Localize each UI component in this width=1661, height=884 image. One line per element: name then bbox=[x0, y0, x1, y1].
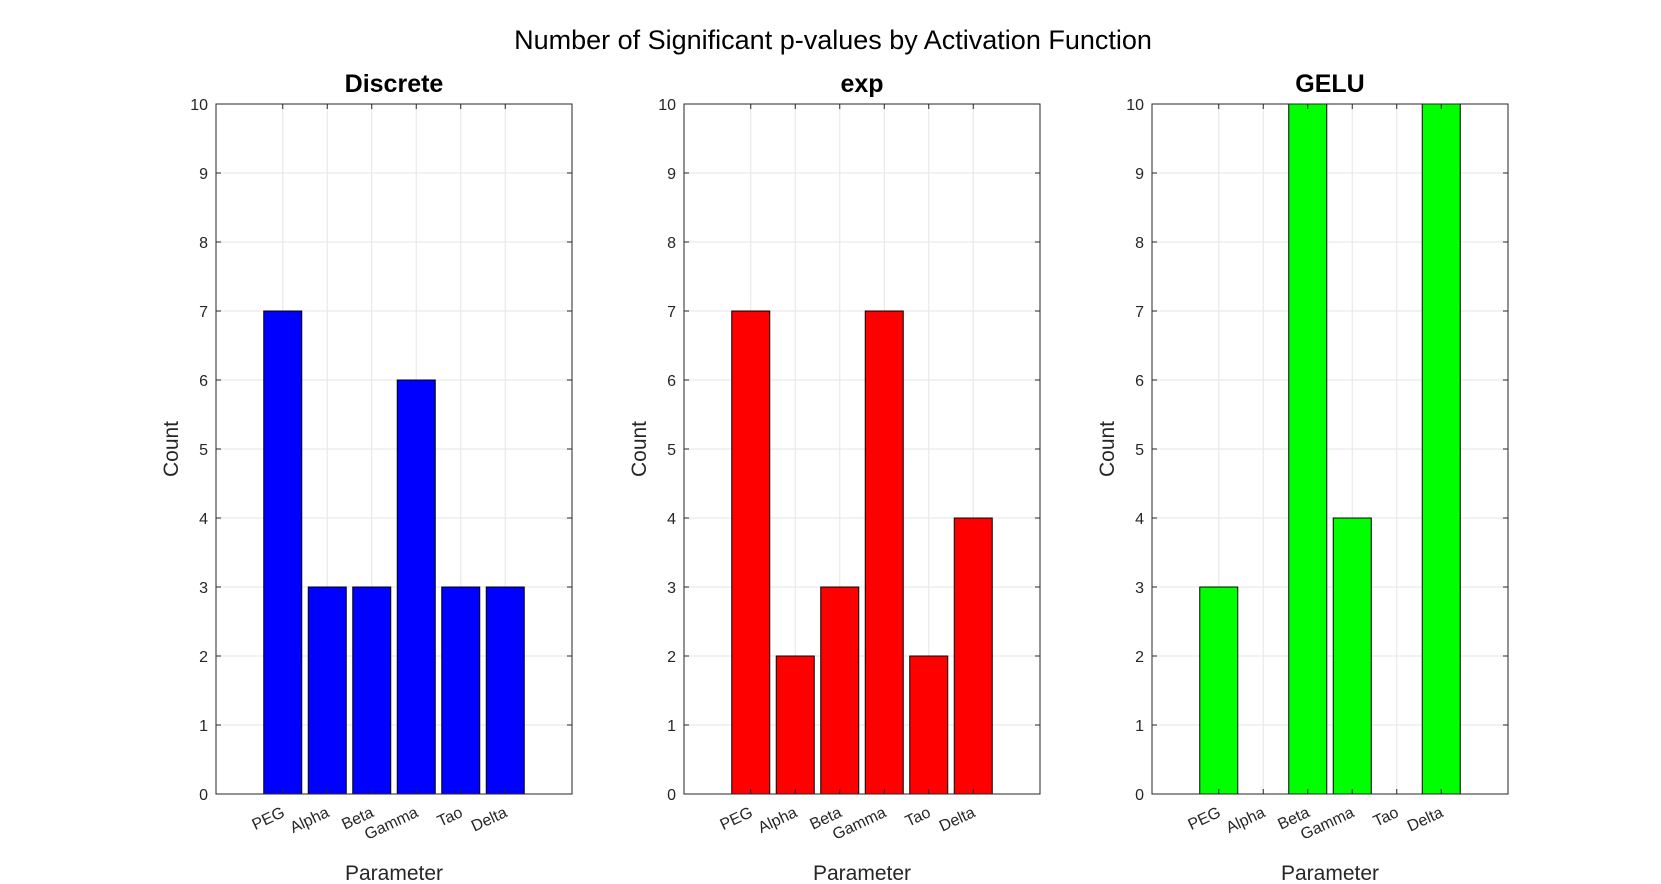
x-tick-label: Alpha bbox=[756, 804, 800, 837]
bar-gamma bbox=[1332, 517, 1372, 795]
bar-alpha bbox=[775, 655, 815, 795]
bar-tao bbox=[909, 655, 949, 795]
x-tick-label: Tao bbox=[435, 804, 466, 830]
y-tick-label: 2 bbox=[667, 649, 676, 666]
y-tick-label: 7 bbox=[1135, 304, 1144, 321]
x-tick-label: Tao bbox=[903, 804, 934, 830]
bar-peg bbox=[263, 310, 303, 795]
y-tick-label: 9 bbox=[199, 166, 208, 183]
y-tick-label: 0 bbox=[667, 787, 676, 804]
x-tick-label: PEG bbox=[250, 804, 288, 834]
x-tick-label: PEG bbox=[718, 804, 756, 834]
y-tick-label: 2 bbox=[1135, 649, 1144, 666]
x-axis-label: Parameter bbox=[345, 862, 443, 884]
y-tick-label: 6 bbox=[199, 373, 208, 390]
bar-gamma bbox=[396, 379, 436, 795]
x-axis-label: Parameter bbox=[1281, 862, 1379, 884]
y-axis-label: Count bbox=[1096, 421, 1119, 477]
y-tick-label: 3 bbox=[1135, 580, 1144, 597]
y-axis-label: Count bbox=[160, 421, 183, 477]
bar-beta bbox=[352, 586, 392, 795]
y-tick-label: 9 bbox=[667, 166, 676, 183]
y-tick-label: 5 bbox=[199, 442, 208, 459]
y-tick-label: 7 bbox=[199, 304, 208, 321]
y-tick-label: 3 bbox=[199, 580, 208, 597]
subplot-title: GELU bbox=[1295, 70, 1364, 98]
y-tick-label: 10 bbox=[658, 97, 676, 114]
bar-alpha bbox=[307, 586, 347, 795]
y-tick-label: 1 bbox=[199, 718, 208, 735]
bar-peg bbox=[731, 310, 771, 795]
x-tick-label: Alpha bbox=[288, 804, 332, 837]
subplot-title: Discrete bbox=[345, 70, 444, 98]
y-tick-label: 6 bbox=[667, 373, 676, 390]
y-tick-label: 8 bbox=[667, 235, 676, 252]
y-tick-label: 1 bbox=[667, 718, 676, 735]
y-tick-label: 4 bbox=[1135, 511, 1144, 528]
y-tick-label: 8 bbox=[199, 235, 208, 252]
y-tick-label: 5 bbox=[667, 442, 676, 459]
bar-delta bbox=[485, 586, 525, 795]
y-tick-label: 10 bbox=[190, 97, 208, 114]
y-tick-label: 0 bbox=[1135, 787, 1144, 804]
bar-delta bbox=[1421, 103, 1461, 795]
y-tick-label: 9 bbox=[1135, 166, 1144, 183]
y-tick-label: 0 bbox=[199, 787, 208, 804]
x-tick-label: Alpha bbox=[1224, 804, 1268, 837]
y-tick-label: 4 bbox=[667, 511, 676, 528]
x-tick-label: Delta bbox=[937, 804, 978, 835]
bar-gamma bbox=[864, 310, 904, 795]
x-tick-label: PEG bbox=[1186, 804, 1224, 834]
y-tick-label: 1 bbox=[1135, 718, 1144, 735]
x-axis-label: Parameter bbox=[813, 862, 911, 884]
x-tick-label: Delta bbox=[469, 804, 510, 835]
y-tick-label: 5 bbox=[1135, 442, 1144, 459]
subplot-title: exp bbox=[840, 70, 883, 98]
bar-tao bbox=[441, 586, 481, 795]
bar-beta bbox=[1288, 103, 1328, 795]
bar-delta bbox=[953, 517, 993, 795]
bar-beta bbox=[820, 586, 860, 795]
figure-title: Number of Significant p-values by Activa… bbox=[514, 25, 1152, 55]
y-tick-label: 8 bbox=[1135, 235, 1144, 252]
y-tick-label: 7 bbox=[667, 304, 676, 321]
y-tick-label: 10 bbox=[1126, 97, 1144, 114]
y-tick-label: 6 bbox=[1135, 373, 1144, 390]
bar-peg bbox=[1199, 586, 1239, 795]
y-tick-label: 2 bbox=[199, 649, 208, 666]
y-tick-label: 3 bbox=[667, 580, 676, 597]
y-axis-label: Count bbox=[628, 421, 651, 477]
y-tick-label: 4 bbox=[199, 511, 208, 528]
x-tick-label: Delta bbox=[1405, 804, 1446, 835]
x-tick-label: Tao bbox=[1371, 804, 1402, 830]
